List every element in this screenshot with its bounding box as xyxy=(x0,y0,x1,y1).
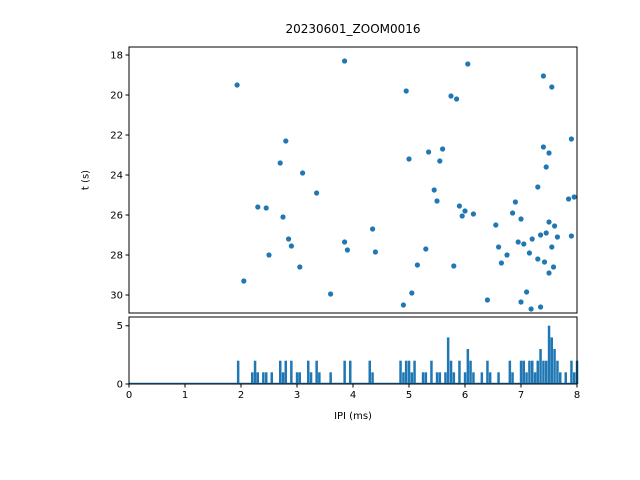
svg-text:18: 18 xyxy=(110,51,123,62)
svg-text:0: 0 xyxy=(126,390,132,401)
svg-text:5: 5 xyxy=(406,390,412,401)
svg-text:22: 22 xyxy=(110,131,123,142)
svg-text:20: 20 xyxy=(110,91,123,102)
svg-text:1: 1 xyxy=(182,390,188,401)
svg-text:28: 28 xyxy=(110,251,123,262)
svg-text:6: 6 xyxy=(462,390,468,401)
svg-text:30: 30 xyxy=(110,291,123,302)
svg-text:5: 5 xyxy=(117,321,123,332)
svg-text:3: 3 xyxy=(294,390,300,401)
x-axis-label: IPI (ms) xyxy=(334,411,372,422)
svg-text:24: 24 xyxy=(110,171,123,182)
svg-text:2: 2 xyxy=(238,390,244,401)
svg-text:0: 0 xyxy=(117,380,123,391)
svg-text:26: 26 xyxy=(110,211,123,222)
svg-text:7: 7 xyxy=(518,390,524,401)
chart-title: 20230601_ZOOM0016 xyxy=(285,22,421,36)
svg-text:4: 4 xyxy=(350,390,356,401)
svg-text:8: 8 xyxy=(574,390,580,401)
